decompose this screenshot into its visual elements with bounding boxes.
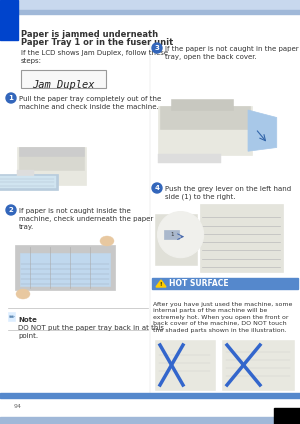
Bar — [0, 393, 300, 398]
Circle shape — [152, 183, 162, 193]
Text: Paper is jammed underneath: Paper is jammed underneath — [21, 30, 158, 39]
Text: Pull the paper tray completely out of the
machine and check inside the machine.: Pull the paper tray completely out of th… — [19, 96, 161, 110]
Text: If paper is not caught inside the
machine, check underneath the paper
tray.: If paper is not caught inside the machin… — [19, 208, 153, 230]
Bar — [155, 340, 215, 390]
Bar — [160, 106, 250, 129]
Bar — [0, 0, 18, 40]
Circle shape — [6, 205, 16, 215]
Text: Paper Tray 1 or in the fuser unit: Paper Tray 1 or in the fuser unit — [21, 38, 173, 47]
FancyBboxPatch shape — [21, 70, 106, 88]
Text: 1: 1 — [170, 232, 173, 237]
Bar — [19, 147, 83, 170]
Text: After you have just used the machine, some
internal parts of the machine will be: After you have just used the machine, so… — [153, 302, 292, 332]
Polygon shape — [248, 110, 277, 151]
Text: Jam Duplex: Jam Duplex — [32, 80, 94, 90]
Circle shape — [6, 93, 16, 103]
Bar — [17, 147, 86, 185]
Text: If the paper is not caught in the paper
tray, open the back cover.: If the paper is not caught in the paper … — [165, 46, 298, 60]
Text: 3: 3 — [154, 45, 159, 51]
Text: !: ! — [160, 282, 162, 287]
Bar — [19, 147, 83, 156]
Text: DO NOT put the paper tray back in at this
point.: DO NOT put the paper tray back in at thi… — [18, 325, 164, 339]
Bar — [0, 174, 58, 190]
Bar — [20, 253, 110, 286]
Text: HOT SURFACE: HOT SURFACE — [169, 279, 229, 288]
Bar — [200, 204, 283, 272]
Ellipse shape — [16, 289, 30, 299]
Ellipse shape — [100, 236, 114, 246]
Text: ✏: ✏ — [9, 314, 14, 320]
Bar — [0, 0, 300, 10]
Bar — [274, 408, 300, 424]
Text: 4: 4 — [154, 185, 160, 191]
Bar — [15, 245, 115, 290]
Polygon shape — [156, 280, 166, 287]
Text: Push the grey lever on the left hand
side (1) to the right.: Push the grey lever on the left hand sid… — [165, 186, 291, 201]
Bar — [0, 417, 300, 424]
Bar — [152, 278, 298, 289]
Bar — [155, 214, 197, 265]
Bar — [17, 170, 34, 185]
Bar — [164, 230, 179, 240]
Circle shape — [152, 43, 162, 53]
Bar — [158, 106, 252, 155]
Bar — [0, 10, 300, 14]
Text: 94: 94 — [14, 404, 22, 408]
Bar — [170, 99, 233, 110]
Text: 2: 2 — [9, 207, 14, 213]
Text: If the LCD shows Jam Duplex, follow these
steps:: If the LCD shows Jam Duplex, follow thes… — [21, 50, 168, 64]
Circle shape — [158, 212, 204, 258]
Bar — [158, 153, 220, 162]
Bar — [0, 176, 56, 187]
Text: 1: 1 — [9, 95, 14, 101]
Bar — [8, 312, 15, 321]
Text: Note: Note — [18, 317, 37, 323]
Bar — [222, 340, 294, 390]
